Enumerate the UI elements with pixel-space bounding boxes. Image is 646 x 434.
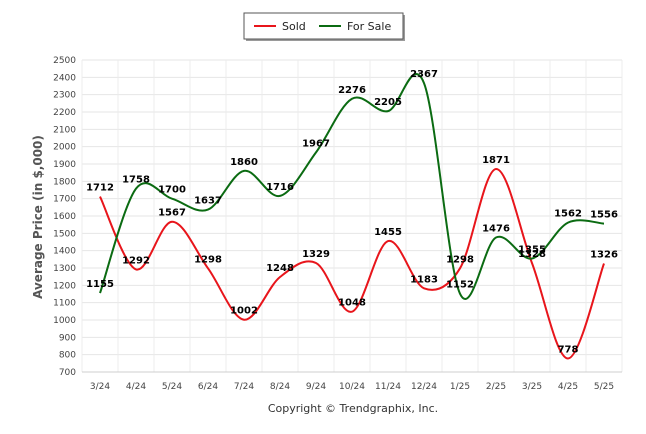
data-label-for-sale: 1155	[86, 279, 114, 290]
x-tick-label: 1/25	[450, 382, 470, 392]
data-label-sold: 1712	[86, 183, 114, 194]
y-tick-label: 2200	[53, 108, 76, 118]
x-tick-label: 11/24	[375, 382, 401, 392]
data-label-for-sale: 2276	[338, 85, 366, 96]
data-label-sold: 1328	[518, 249, 546, 260]
data-label-for-sale: 1860	[230, 157, 258, 168]
data-labels: 1712 1292 1567 1298 1002 1248 1329 1048 1455 1183…	[86, 69, 618, 355]
legend: Sold For Sale	[243, 12, 405, 41]
y-axis-ticks: 700 800 900 1000 1100 1200 1300 1400 1500 1600 170…	[53, 56, 76, 378]
y-tick-label: 1300	[53, 264, 76, 274]
data-label-sold: 1298	[194, 254, 222, 265]
y-tick-label: 700	[59, 368, 76, 378]
series-line-for-sale	[99, 73, 605, 300]
x-tick-label: 8/24	[270, 382, 290, 392]
x-tick-label: 4/24	[126, 382, 146, 392]
y-tick-label: 1900	[53, 160, 76, 170]
series-lines	[99, 73, 605, 360]
y-tick-label: 800	[59, 351, 76, 361]
x-tick-label: 9/24	[306, 382, 326, 392]
y-tick-label: 1400	[53, 247, 76, 257]
y-axis-label: Average Price (in $,000)	[31, 135, 45, 299]
legend-label-for-sale: For Sale	[347, 20, 391, 33]
x-tick-label: 5/24	[162, 382, 182, 392]
data-label-for-sale: 1476	[482, 223, 510, 234]
y-tick-label: 2400	[53, 73, 76, 83]
y-tick-label: 2000	[53, 143, 76, 153]
y-tick-label: 1100	[53, 299, 76, 309]
data-label-for-sale: 1556	[590, 210, 618, 221]
x-tick-label: 5/25	[594, 382, 614, 392]
x-tick-label: 2/25	[486, 382, 506, 392]
data-label-sold: 1298	[446, 254, 474, 265]
data-label-sold: 1002	[230, 306, 258, 317]
data-label-sold: 1329	[302, 249, 330, 260]
data-label-sold: 1455	[374, 227, 402, 238]
data-label-sold: 1183	[410, 274, 438, 285]
x-tick-label: 3/24	[90, 382, 110, 392]
y-tick-label: 1800	[53, 177, 76, 187]
copyright-footer: Copyright © Trendgraphix, Inc.	[268, 402, 438, 415]
data-label-for-sale: 1967	[302, 138, 330, 149]
data-label-for-sale: 1637	[194, 196, 222, 207]
y-tick-label: 1000	[53, 316, 76, 326]
y-tick-label: 2500	[53, 56, 76, 66]
series-line-sold	[99, 167, 605, 360]
data-label-sold: 778	[558, 344, 579, 355]
data-label-sold: 1871	[482, 155, 510, 166]
y-tick-label: 1500	[53, 229, 76, 239]
x-axis-ticks: 3/24 4/24 5/24 6/24 7/24 8/24 9/24 10/24 11/24 12…	[90, 382, 614, 392]
x-tick-label: 6/24	[198, 382, 218, 392]
data-label-for-sale: 1716	[266, 182, 294, 193]
x-tick-label: 10/24	[339, 382, 365, 392]
y-tick-label: 1200	[53, 281, 76, 291]
y-tick-label: 1700	[53, 195, 76, 205]
data-label-for-sale: 1700	[158, 185, 186, 196]
data-label-for-sale: 1562	[554, 209, 582, 220]
y-tick-label: 900	[59, 333, 76, 343]
x-tick-label: 4/25	[558, 382, 578, 392]
x-tick-label: 12/24	[411, 382, 437, 392]
x-tick-label: 7/24	[234, 382, 254, 392]
data-label-for-sale: 1152	[446, 280, 474, 291]
data-label-for-sale: 1355	[518, 244, 546, 255]
legend-label-sold: Sold	[282, 20, 306, 33]
data-label-sold: 1048	[338, 298, 366, 309]
data-label-for-sale: 2205	[374, 97, 402, 108]
x-tick-label: 3/25	[522, 382, 542, 392]
data-label-sold: 1567	[158, 208, 186, 219]
y-tick-label: 2100	[53, 125, 76, 135]
y-tick-label: 2300	[53, 91, 76, 101]
data-label-sold: 1248	[266, 263, 294, 274]
data-label-sold: 1292	[122, 255, 150, 266]
y-tick-label: 1600	[53, 212, 76, 222]
data-label-sold: 1326	[590, 249, 618, 260]
data-label-for-sale: 2367	[410, 69, 438, 80]
data-label-for-sale: 1758	[122, 175, 150, 186]
